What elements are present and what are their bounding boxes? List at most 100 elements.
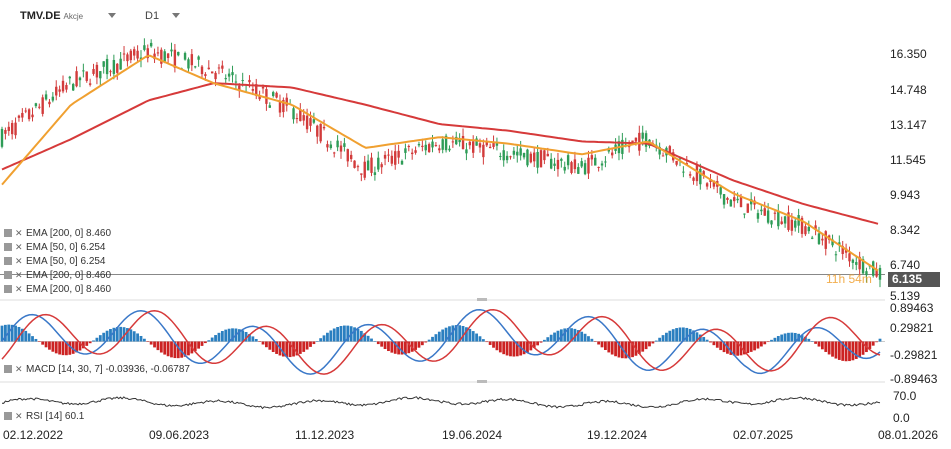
macd-bar [241, 330, 245, 342]
macd-bar [339, 326, 343, 342]
macd-bar [75, 341, 78, 353]
macd-bar [20, 328, 24, 342]
legend-item[interactable]: ✕ EMA [200, 0] 8.460 [4, 269, 111, 282]
macd-bar [224, 329, 228, 342]
macd-bar [837, 341, 841, 360]
rsi-line [1, 396, 881, 410]
legend-item[interactable]: ✕ EMA [50, 0] 6.254 [4, 255, 106, 268]
macd-bar [122, 327, 126, 342]
candle-body [78, 77, 82, 81]
symbol-title[interactable]: TMV.DE Akcje [20, 10, 83, 22]
macd-bar [580, 331, 584, 342]
macd-bar [719, 341, 723, 351]
macd-bar [37, 341, 41, 342]
macd-bar [183, 341, 187, 357]
macd-bar [105, 330, 109, 342]
timeframe-dropdown-icon[interactable] [172, 13, 180, 18]
candle-body [278, 100, 282, 113]
candle-body [631, 140, 634, 143]
settings-icon[interactable] [4, 365, 12, 373]
macd-bar [149, 341, 153, 345]
macd-bar [71, 341, 75, 354]
y-tick-label: 8.342 [890, 223, 921, 237]
macd-bar [404, 341, 407, 355]
candle-body [166, 53, 170, 59]
candle-body [356, 166, 360, 168]
candle-body [570, 162, 573, 173]
candle-body [343, 143, 346, 147]
symbol-dropdown-icon[interactable] [108, 13, 116, 18]
macd-bar [305, 341, 309, 350]
legend-item[interactable]: ✕ EMA [50, 0] 6.254 [4, 241, 106, 254]
candle-body [346, 149, 349, 162]
candle-body [75, 71, 78, 87]
candle-body [770, 220, 773, 225]
candle-body [549, 158, 553, 169]
macd-bar [576, 330, 580, 342]
macd-bar [668, 330, 672, 342]
settings-icon[interactable] [4, 243, 12, 251]
timeframe-label[interactable]: D1 [145, 10, 160, 22]
candle-body [383, 154, 387, 159]
candle-body [488, 146, 492, 149]
candle-body [24, 110, 27, 112]
candle-body [322, 126, 326, 129]
macd-bar [532, 341, 536, 348]
legend-item[interactable]: ✕ EMA [200, 0] 8.460 [4, 283, 111, 296]
candle-body [739, 196, 743, 208]
close-icon[interactable]: ✕ [15, 270, 23, 280]
candle-body [600, 163, 604, 166]
candle-body [95, 64, 99, 78]
candle-body [831, 239, 834, 246]
macd-bar [637, 341, 641, 354]
macd-bar [261, 341, 265, 345]
settings-icon[interactable] [4, 257, 12, 265]
candle-body [173, 49, 177, 68]
close-icon[interactable]: ✕ [15, 242, 23, 252]
x-tick-label: 19.06.2024 [442, 428, 503, 442]
rsi-legend[interactable]: ✕ RSI [14] 60.1 [4, 410, 84, 423]
macd-bar [746, 341, 750, 354]
candle-body [482, 144, 485, 158]
macd-bar [736, 341, 740, 356]
settings-icon[interactable] [4, 271, 12, 279]
candle-body [224, 78, 227, 80]
candle-body [373, 172, 377, 175]
candle-body [638, 132, 641, 151]
settings-icon[interactable] [4, 412, 12, 420]
candle-body [10, 122, 14, 135]
macd-bar [858, 341, 862, 358]
macd-bar [58, 341, 62, 355]
macd-bar [417, 341, 421, 348]
close-icon[interactable]: ✕ [15, 256, 23, 266]
candle-body [44, 94, 48, 100]
candle-body [627, 146, 631, 148]
macd-bar [81, 341, 85, 349]
candle-body [282, 99, 285, 113]
macd-bar [193, 341, 197, 352]
close-icon[interactable]: ✕ [15, 228, 23, 238]
macd-bar [729, 341, 733, 355]
candle-body [773, 212, 777, 214]
close-icon[interactable]: ✕ [15, 284, 23, 294]
macd-bar [88, 341, 92, 344]
candle-body [109, 71, 112, 73]
candle-body [729, 199, 733, 207]
macd-bar [617, 341, 621, 358]
macd-bar [848, 341, 851, 362]
legend-item[interactable]: ✕ EMA [200, 0] 8.460 [4, 227, 111, 240]
candle-body [197, 56, 200, 60]
close-icon[interactable]: ✕ [15, 411, 23, 421]
macd-bar [871, 341, 875, 346]
macd-legend[interactable]: ✕ MACD [14, 30, 7] -0.03936, -0.06787 [4, 363, 190, 376]
candle-body [661, 155, 665, 157]
candle-body [604, 161, 607, 163]
settings-icon[interactable] [4, 229, 12, 237]
macd-bar [65, 341, 68, 356]
macd-bar [359, 330, 363, 342]
candle-body [529, 153, 533, 163]
close-icon[interactable]: ✕ [15, 364, 23, 374]
settings-icon[interactable] [4, 285, 12, 293]
legend-label: RSI [14] 60.1 [26, 411, 85, 422]
